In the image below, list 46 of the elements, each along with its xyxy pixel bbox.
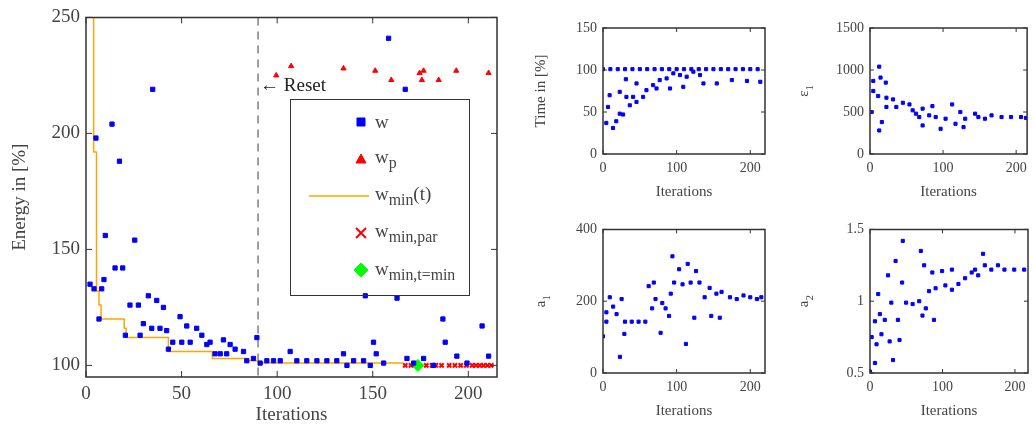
y-tick-label: 250 [51,5,80,27]
legend-label: w$_{p}$ [375,146,397,173]
y-tick-label: 150 [51,237,80,259]
y-tick-label: 1500 [836,19,864,35]
legend-label: w [375,111,389,134]
y-tick-label: 1 [857,292,864,308]
y-axis-title: Energy in [%] [7,143,29,251]
y-tick-label: 100 [51,353,80,375]
y-tick-label: 150 [576,19,597,35]
x-tick-label: 100 [666,379,688,395]
x-tick-label: 200 [1005,160,1027,176]
y-tick-label: 0 [590,145,597,161]
y-tick-label: 50 [583,103,597,119]
y-tick-label: 1.5 [846,221,864,237]
y-tick-label: 200 [576,292,597,308]
y-tick-label: 1000 [836,61,864,77]
x-axis-title: Iterations [920,401,978,418]
legend-label: w$_{min}$(t) [375,183,432,210]
y-tick-label: 400 [576,221,597,237]
x-axis-title: Iterations [655,401,713,418]
x-tick-label: 200 [739,379,761,395]
x-tick-label: 100 [931,379,953,395]
x-tick-label: 200 [454,382,483,404]
x-tick-label: 200 [1004,379,1026,395]
x-tick-label: 100 [262,382,292,404]
legend-label: w$_{min,t=min}$ [375,257,456,284]
legend-label: w$_{min,par}$ [375,220,438,247]
y-tick-label: 500 [843,103,864,119]
y-axis-title: Time in [%] [531,54,548,128]
y-axis-title: ε1 [794,85,815,97]
y-tick-label: 100 [576,61,597,77]
y-tick-label: 0 [590,364,597,380]
y-axis-title: a2 [794,295,815,308]
x-tick-label: 100 [666,160,688,176]
x-tick-label: 150 [358,382,387,404]
y-axis-title: a1 [531,295,552,308]
x-axis-title: Iterations [655,182,713,199]
y-tick-label: 200 [51,121,80,143]
ref-line-label: ← Reset [260,73,327,95]
x-tick-label: 100 [932,160,954,176]
x-axis-title: Iterations [255,402,328,424]
x-axis-title: Iterations [920,182,978,199]
x-tick-label: 50 [172,382,192,404]
y-tick-label: 0.5 [846,364,864,380]
x-tick-label: 200 [739,160,761,176]
y-tick-label: 0 [857,145,864,161]
